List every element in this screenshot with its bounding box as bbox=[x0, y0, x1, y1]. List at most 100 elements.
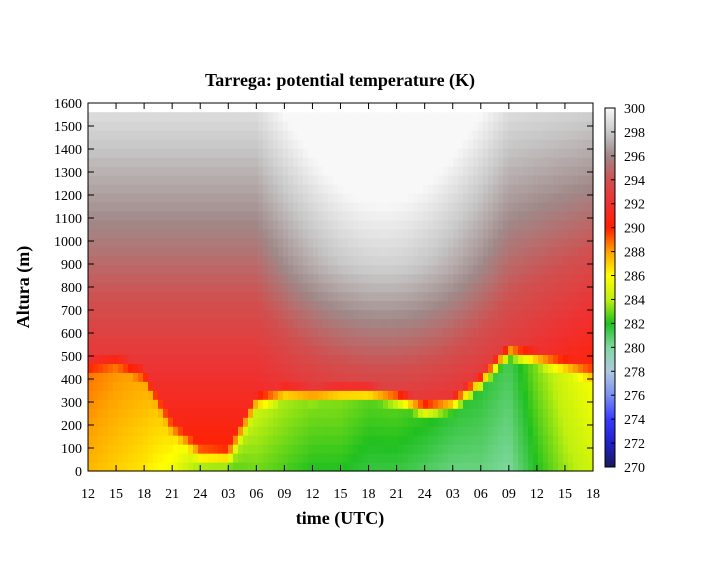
heatmap-cell bbox=[218, 462, 224, 472]
heatmap-cell bbox=[398, 318, 404, 329]
heatmap-cell bbox=[463, 399, 469, 409]
heatmap-cell bbox=[308, 192, 314, 203]
heatmap-cell bbox=[193, 130, 199, 140]
heatmap-cell bbox=[348, 453, 354, 463]
heatmap-cell bbox=[213, 336, 219, 347]
heatmap-cell bbox=[148, 417, 154, 427]
heatmap-cell bbox=[408, 192, 414, 203]
heatmap-cell bbox=[118, 246, 124, 257]
heatmap-cell bbox=[213, 210, 219, 221]
heatmap-cell bbox=[303, 264, 309, 275]
heatmap-cell bbox=[473, 139, 479, 149]
heatmap-cell bbox=[313, 228, 319, 239]
heatmap-cell bbox=[118, 264, 124, 275]
heatmap-cell bbox=[403, 112, 409, 122]
heatmap-cell bbox=[523, 166, 529, 176]
heatmap-cell bbox=[188, 291, 194, 302]
heatmap-cell bbox=[543, 336, 549, 347]
heatmap-cell bbox=[318, 462, 324, 472]
heatmap-cell bbox=[188, 300, 194, 311]
heatmap-cell bbox=[158, 345, 164, 355]
heatmap-cell bbox=[443, 381, 449, 391]
heatmap-cell bbox=[428, 453, 434, 463]
heatmap-cell bbox=[148, 174, 154, 185]
heatmap-cell bbox=[133, 444, 139, 454]
heatmap-cell bbox=[243, 112, 249, 122]
heatmap-cell bbox=[493, 435, 499, 445]
heatmap-cell bbox=[188, 192, 194, 203]
heatmap-cell bbox=[208, 148, 214, 158]
heatmap-cell bbox=[483, 327, 489, 338]
heatmap-cell bbox=[113, 273, 119, 284]
heatmap-cell bbox=[508, 228, 514, 239]
heatmap-cell bbox=[268, 453, 274, 463]
heatmap-cell bbox=[193, 327, 199, 338]
heatmap-cell bbox=[543, 381, 549, 391]
heatmap-cell bbox=[338, 237, 344, 248]
heatmap-cell bbox=[163, 381, 169, 391]
heatmap-cell bbox=[388, 112, 394, 122]
heatmap-cell bbox=[458, 390, 464, 400]
heatmap-cell bbox=[543, 166, 549, 176]
heatmap-cell bbox=[158, 372, 164, 382]
heatmap-cell bbox=[203, 183, 209, 194]
heatmap-cell bbox=[553, 417, 559, 427]
heatmap-cell bbox=[183, 192, 189, 203]
heatmap-cell bbox=[413, 408, 419, 418]
heatmap-cell bbox=[428, 264, 434, 275]
heatmap-cell bbox=[523, 462, 529, 472]
heatmap-cell bbox=[478, 183, 484, 194]
heatmap-cell bbox=[268, 390, 274, 400]
heatmap-cell bbox=[208, 264, 214, 275]
heatmap-cell bbox=[188, 345, 194, 355]
heatmap-cell bbox=[263, 336, 269, 347]
heatmap-cell bbox=[203, 363, 209, 373]
heatmap-cell bbox=[198, 112, 204, 122]
heatmap-cell bbox=[228, 444, 234, 454]
heatmap-cell bbox=[398, 282, 404, 293]
heatmap-cell bbox=[538, 336, 544, 347]
heatmap-cell bbox=[298, 174, 304, 185]
heatmap-cell bbox=[218, 112, 224, 122]
heatmap-cell bbox=[573, 390, 579, 400]
heatmap-cell bbox=[538, 426, 544, 436]
heatmap-cell bbox=[403, 318, 409, 329]
heatmap-cell bbox=[288, 121, 294, 131]
heatmap-cell bbox=[223, 462, 229, 472]
heatmap-cell bbox=[118, 309, 124, 320]
heatmap-plot-area bbox=[88, 112, 594, 472]
heatmap-cell bbox=[363, 148, 369, 158]
heatmap-cell bbox=[278, 157, 284, 167]
heatmap-cell bbox=[478, 354, 484, 364]
heatmap-cell bbox=[483, 255, 489, 266]
heatmap-cell bbox=[243, 201, 249, 212]
heatmap-cell bbox=[508, 291, 514, 302]
heatmap-cell bbox=[203, 282, 209, 293]
heatmap-cell bbox=[483, 246, 489, 257]
heatmap-cell bbox=[93, 148, 99, 158]
heatmap-cell bbox=[488, 291, 494, 302]
heatmap-cell bbox=[528, 417, 534, 427]
heatmap-cell bbox=[123, 130, 129, 140]
heatmap-cell bbox=[388, 309, 394, 320]
heatmap-cell bbox=[213, 183, 219, 194]
heatmap-cell bbox=[573, 408, 579, 418]
heatmap-cell bbox=[328, 166, 334, 176]
heatmap-cell bbox=[123, 157, 129, 167]
heatmap-cell bbox=[568, 246, 574, 257]
heatmap-cell bbox=[528, 148, 534, 158]
heatmap-cell bbox=[578, 264, 584, 275]
heatmap-cell bbox=[228, 183, 234, 194]
heatmap-cell bbox=[568, 327, 574, 338]
heatmap-cell bbox=[378, 318, 384, 329]
heatmap-cell bbox=[223, 426, 229, 436]
heatmap-cell bbox=[193, 291, 199, 302]
heatmap-cell bbox=[113, 130, 119, 140]
heatmap-cell bbox=[558, 345, 564, 355]
heatmap-cell bbox=[418, 399, 424, 409]
heatmap-cell bbox=[588, 453, 594, 463]
heatmap-cell bbox=[573, 453, 579, 463]
heatmap-cell bbox=[528, 121, 534, 131]
heatmap-cell bbox=[563, 273, 569, 284]
heatmap-cell bbox=[403, 390, 409, 400]
